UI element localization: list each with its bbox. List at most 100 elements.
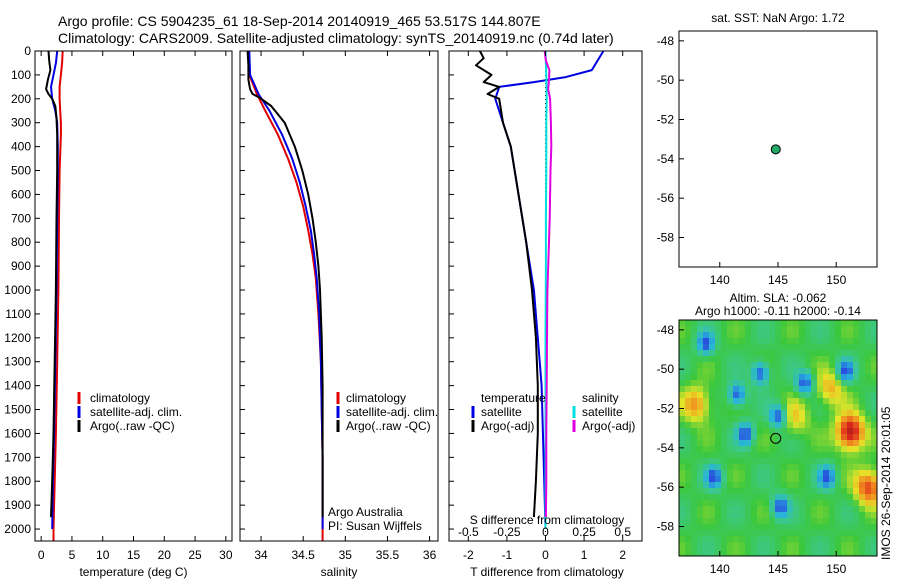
sla-cell <box>727 482 733 488</box>
sla-cell <box>853 332 859 338</box>
sla-cell <box>763 440 769 446</box>
sla-cell <box>685 512 691 518</box>
sla-cell <box>763 494 769 500</box>
sla-cell <box>721 332 727 338</box>
sla-cell <box>703 338 709 344</box>
sla-cell <box>829 356 835 362</box>
sla-cell <box>799 464 805 470</box>
sla-cell <box>745 398 751 404</box>
sla-cell <box>745 410 751 416</box>
sla-cell <box>733 518 739 524</box>
sla-cell <box>841 518 847 524</box>
sla-cell <box>763 536 769 542</box>
sla-cell <box>703 542 709 548</box>
sla-cell <box>829 482 835 488</box>
sla-cell <box>823 386 829 392</box>
sla-cell <box>817 404 823 410</box>
sla-cell <box>781 458 787 464</box>
sla-cell <box>769 428 775 434</box>
sla-cell <box>757 398 763 404</box>
sla-cell <box>799 356 805 362</box>
sla-cell <box>865 452 871 458</box>
sla-cell <box>871 494 877 500</box>
sla-cell <box>691 530 697 536</box>
difference-x2tick-label: -0.5 <box>458 525 479 539</box>
sla-cell <box>817 344 823 350</box>
sla-cell <box>805 410 811 416</box>
sla-cell <box>847 428 853 434</box>
sla-cell <box>679 362 685 368</box>
sla-cell <box>841 404 847 410</box>
sla-cell <box>829 326 835 332</box>
temperature-ytick-label: 800 <box>11 235 31 249</box>
sla-cell <box>835 524 841 530</box>
sla-cell <box>787 344 793 350</box>
sla-cell <box>871 416 877 422</box>
sla-cell <box>841 362 847 368</box>
sla-cell <box>739 500 745 506</box>
sla-cell <box>817 392 823 398</box>
sla-cell <box>721 482 727 488</box>
sla-cell <box>865 374 871 380</box>
sla-cell <box>859 494 865 500</box>
sla-cell <box>727 320 733 326</box>
sla-cell <box>787 386 793 392</box>
sla-cell <box>733 482 739 488</box>
sla-cell <box>733 380 739 386</box>
sla-cell <box>793 320 799 326</box>
temperature-ytick-label: 1200 <box>4 331 31 345</box>
legend-title-salinity: salinity <box>582 391 619 405</box>
sla-cell <box>811 524 817 530</box>
sla-cell <box>739 398 745 404</box>
sla-cell <box>697 320 703 326</box>
sla-cell <box>841 326 847 332</box>
sla-cell <box>769 548 775 554</box>
sla-cell <box>763 392 769 398</box>
sla-cell <box>823 458 829 464</box>
sla-cell <box>751 440 757 446</box>
sla-cell <box>715 506 721 512</box>
sla-cell <box>787 338 793 344</box>
sla-cell <box>721 392 727 398</box>
sla-cell <box>859 530 865 536</box>
sla-cell <box>685 338 691 344</box>
sla-cell <box>679 470 685 476</box>
sla-cell <box>721 458 727 464</box>
sla-cell <box>799 350 805 356</box>
sla-cell <box>847 542 853 548</box>
sla-cell <box>769 362 775 368</box>
sla-cell <box>817 446 823 452</box>
sla-cell <box>829 458 835 464</box>
sla-cell <box>805 470 811 476</box>
sla-cell <box>793 554 799 556</box>
sla-cell <box>709 470 715 476</box>
sla-cell <box>751 320 757 326</box>
sla-cell <box>859 350 865 356</box>
salinity-xtick-label: 35 <box>339 548 353 562</box>
sla-cell <box>811 476 817 482</box>
sla-cell <box>787 524 793 530</box>
sla-cell <box>775 374 781 380</box>
sla-cell <box>721 554 727 556</box>
sla-cell <box>703 434 709 440</box>
sla-cell <box>811 452 817 458</box>
sla-cell <box>805 416 811 422</box>
sla-cell <box>829 344 835 350</box>
sla-cell <box>871 356 877 362</box>
sla-cell <box>817 440 823 446</box>
sla-cell <box>697 380 703 386</box>
sla-cell <box>709 524 715 530</box>
sla-cell <box>715 428 721 434</box>
sla-cell <box>835 494 841 500</box>
sla-cell <box>847 362 853 368</box>
sla-cell <box>685 476 691 482</box>
sla-cell <box>865 392 871 398</box>
sla-cell <box>733 356 739 362</box>
sla-cell <box>841 548 847 554</box>
sla-cell <box>757 554 763 556</box>
sla-cell <box>793 416 799 422</box>
sla-cell <box>871 506 877 512</box>
sst-ytick-label: -58 <box>657 231 675 245</box>
sla-cell <box>751 554 757 556</box>
